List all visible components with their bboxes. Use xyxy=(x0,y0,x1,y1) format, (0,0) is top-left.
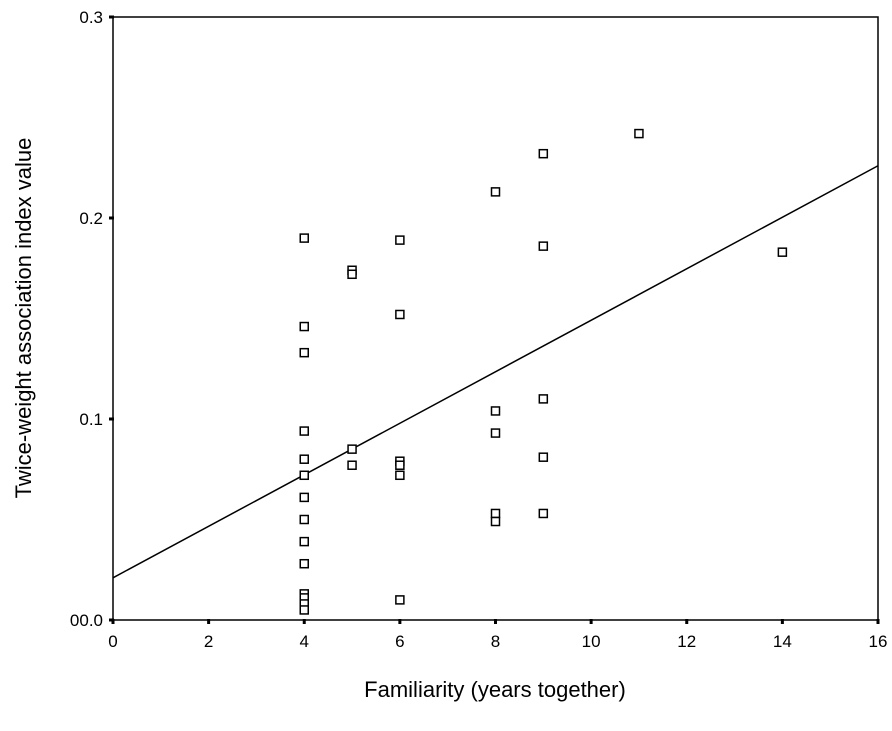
y-axis-ticks: 00.0 0.1 0.2 0.3 xyxy=(70,8,114,630)
data-point xyxy=(347,444,357,454)
data-point xyxy=(538,394,549,404)
data-point xyxy=(299,347,309,358)
x-axis-ticks: 0 2 4 6 8 10 12 14 16 xyxy=(108,619,887,651)
x-tick-label: 14 xyxy=(773,632,792,651)
x-axis-title: Familiarity (years together) xyxy=(364,677,626,702)
data-point xyxy=(395,235,405,245)
x-tick-label: 8 xyxy=(491,632,500,651)
data-point xyxy=(347,269,357,280)
data-points xyxy=(299,128,788,615)
y-tick-label: 0.1 xyxy=(79,410,103,429)
plot-area xyxy=(112,16,879,621)
data-point xyxy=(538,148,549,159)
data-point xyxy=(299,321,309,332)
data-point xyxy=(634,128,644,139)
data-point xyxy=(538,452,549,462)
y-tick-label: 0.3 xyxy=(79,8,103,27)
data-point xyxy=(299,233,309,243)
data-point xyxy=(395,460,405,470)
data-point xyxy=(490,508,501,519)
data-point xyxy=(299,514,309,525)
y-axis-title: Twice-weight association index value xyxy=(11,138,36,499)
data-point xyxy=(490,428,501,438)
data-point xyxy=(490,406,501,416)
data-point xyxy=(538,508,549,519)
data-point xyxy=(395,595,405,605)
x-tick-label: 4 xyxy=(300,632,309,651)
data-point xyxy=(299,605,309,615)
data-point xyxy=(299,492,309,503)
x-tick-label: 6 xyxy=(395,632,404,651)
data-point xyxy=(299,454,309,464)
data-point xyxy=(395,309,405,320)
data-point xyxy=(299,558,309,569)
data-point xyxy=(347,460,357,470)
y-tick-label: 0.2 xyxy=(79,209,103,228)
data-point xyxy=(538,241,549,251)
data-point xyxy=(299,536,309,547)
y-tick-label: 00.0 xyxy=(70,611,103,630)
x-tick-label: 2 xyxy=(204,632,213,651)
x-tick-label: 10 xyxy=(582,632,601,651)
regression-line xyxy=(112,165,879,579)
data-point xyxy=(299,426,309,436)
data-point xyxy=(490,516,501,527)
x-tick-label: 16 xyxy=(869,632,888,651)
data-point xyxy=(299,470,309,481)
x-tick-label: 0 xyxy=(108,632,117,651)
data-point xyxy=(490,187,501,197)
x-tick-label: 12 xyxy=(677,632,696,651)
data-point xyxy=(777,247,788,257)
data-point xyxy=(395,470,405,481)
